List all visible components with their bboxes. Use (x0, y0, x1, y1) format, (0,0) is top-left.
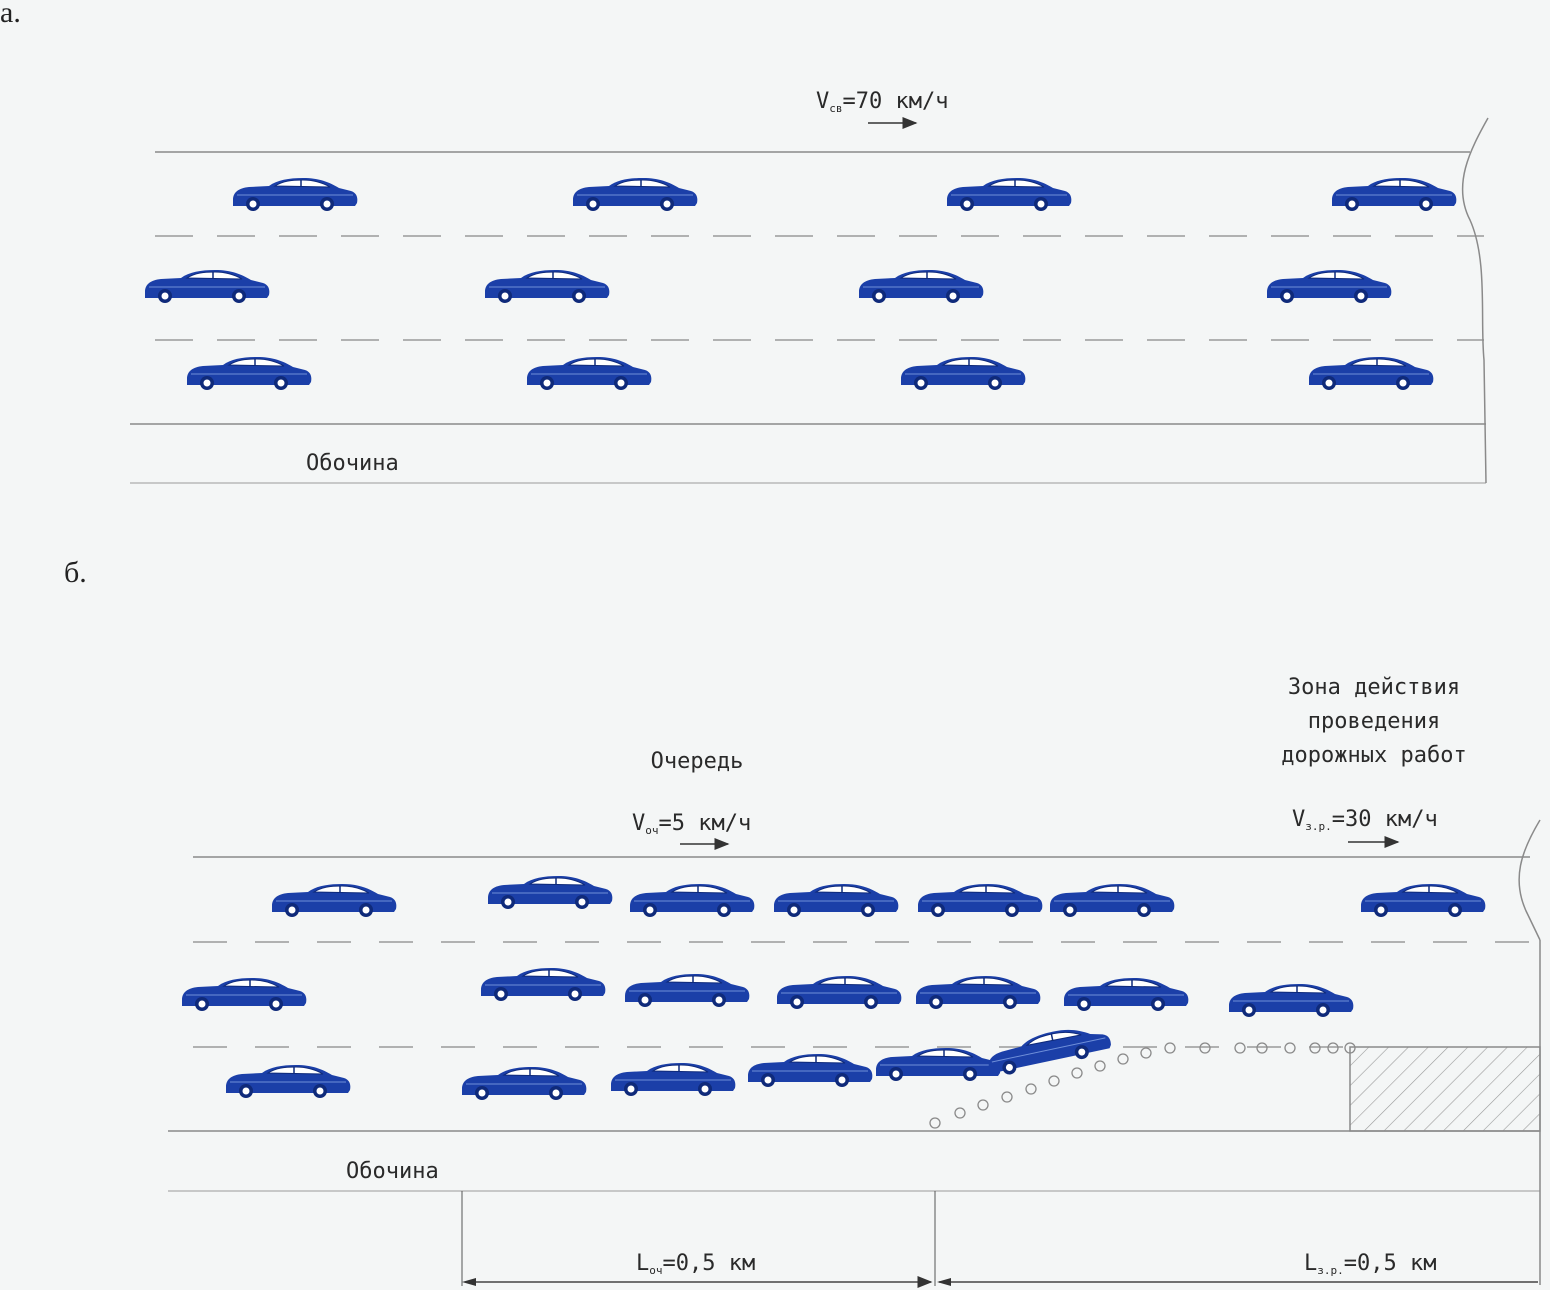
work-zone-hatched-area (1349, 1046, 1541, 1132)
car-b-17 (610, 1062, 737, 1097)
car-b-1 (271, 883, 398, 918)
traffic-cone (1164, 1042, 1176, 1054)
queue-title: Очередь (651, 749, 744, 774)
shoulder-label-a: Обочина (306, 451, 399, 476)
traffic-cone (1344, 1042, 1356, 1054)
car-a-11 (900, 356, 1027, 391)
car-b-7 (1360, 883, 1487, 918)
traffic-cones-taper (929, 1042, 1356, 1129)
traffic-cone (1309, 1042, 1321, 1054)
car-a-10 (526, 356, 653, 391)
traffic-cone (929, 1117, 941, 1129)
car-b-6 (1049, 883, 1176, 918)
traffic-cone (1048, 1075, 1060, 1087)
panel-a-label: а. (0, 0, 21, 29)
car-b-4 (773, 883, 900, 918)
car-a-2 (572, 177, 699, 212)
car-b-20 (983, 1019, 1114, 1080)
cars-panel-b (181, 875, 1487, 1101)
queue-length-arrow-left (462, 1278, 476, 1286)
car-b-19 (875, 1047, 1002, 1082)
free-flow-speed-label: Vсв=70 км/ч (816, 89, 948, 115)
cars-panel-a (144, 177, 1458, 391)
traffic-cone (1140, 1047, 1152, 1059)
work-zone-length-arrow-left (937, 1278, 951, 1286)
car-a-9 (186, 356, 313, 391)
traffic-cone (1284, 1042, 1296, 1054)
traffic-cone (1094, 1060, 1106, 1072)
car-a-12 (1308, 356, 1435, 391)
traffic-cone (954, 1107, 966, 1119)
car-b-14 (1228, 983, 1355, 1018)
queue-speed-label: Vоч=5 км/ч (632, 811, 751, 837)
work-zone-title-line2: проведения (1308, 709, 1440, 734)
car-a-6 (484, 269, 611, 304)
car-b-16 (461, 1066, 588, 1101)
traffic-cone (1199, 1042, 1211, 1054)
traffic-cone (977, 1099, 989, 1111)
car-b-8 (181, 977, 308, 1012)
car-b-2 (487, 875, 614, 910)
work-zone-length-label: Lз.р.=0,5 км (1304, 1251, 1436, 1277)
road-break-b (1518, 819, 1541, 941)
car-b-10 (624, 973, 751, 1008)
car-b-11 (776, 975, 903, 1010)
car-b-9 (480, 967, 607, 1002)
traffic-cone (1327, 1042, 1339, 1054)
traffic-cone (1234, 1042, 1246, 1054)
traffic-cone (1071, 1067, 1083, 1079)
work-zone-title-line1: Зона действия (1288, 675, 1460, 700)
car-a-3 (946, 177, 1073, 212)
road-break-a (1461, 117, 1489, 484)
work-zone-speed-label: Vз.р.=30 км/ч (1292, 807, 1438, 833)
car-b-18 (747, 1053, 874, 1088)
car-b-3 (629, 883, 756, 918)
car-a-8 (1266, 269, 1393, 304)
car-a-1 (232, 177, 359, 212)
car-b-15 (225, 1064, 352, 1099)
car-a-5 (144, 269, 271, 304)
car-b-5 (917, 883, 1044, 918)
traffic-cone (1025, 1083, 1037, 1095)
car-b-13 (1063, 977, 1190, 1012)
queue-length-label: Lоч=0,5 км (636, 1251, 755, 1277)
car-b-12 (915, 975, 1042, 1010)
traffic-cone (1001, 1091, 1013, 1103)
car-a-4 (1331, 177, 1458, 212)
traffic-cone (1117, 1053, 1129, 1065)
shoulder-label-b: Обочина (346, 1159, 439, 1184)
panel-b-label: б. (64, 556, 87, 589)
traffic-cone (1256, 1042, 1268, 1054)
work-zone-title-line3: дорожных работ (1281, 743, 1466, 768)
car-a-7 (858, 269, 985, 304)
